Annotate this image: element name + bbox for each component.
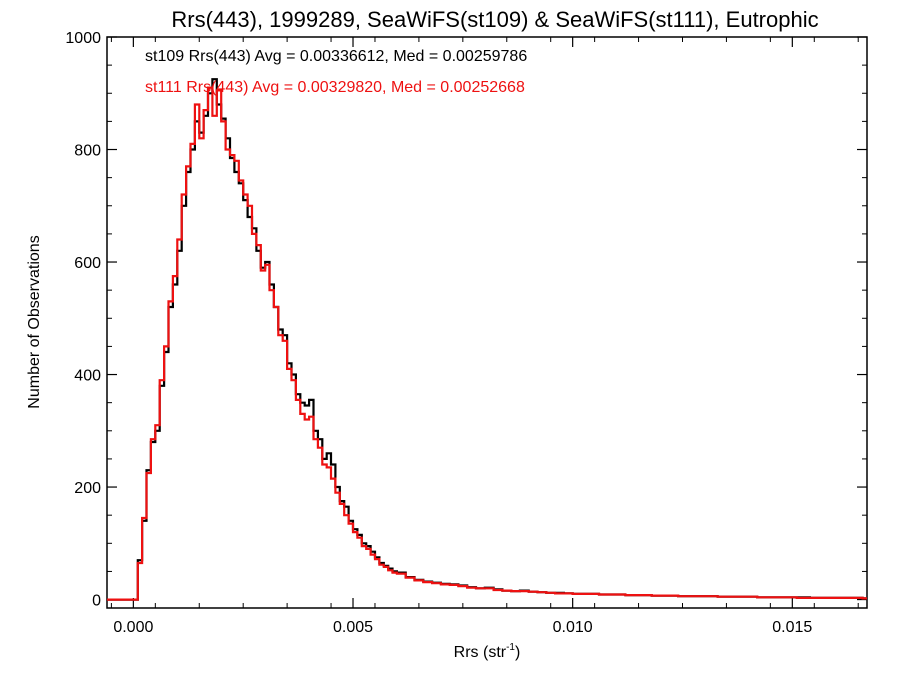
y-axis-label: Number of Observations [26,235,43,408]
legend-st111-stats: st111 Rrs(443) Avg = 0.00329820, Med = 0… [145,79,525,96]
series-line-st111 [107,86,867,601]
series-layer [107,78,867,601]
y-tick-label: 600 [74,255,101,272]
y-tick-label: 1000 [65,30,101,47]
plot-frame [106,36,868,609]
axis-ticks: 0.000 0.005 0.010 0.015 0 200 400 600 800 1000 [65,30,867,636]
y-tick-label: 200 [74,480,101,497]
legend-st109-stats: st109 Rrs(443) Avg = 0.00336612, Med = 0… [145,48,527,65]
y-tick-label: 800 [74,143,101,160]
x-axis-label: Rrs (str-1) [454,642,521,661]
x-axis-label-superscript: -1 [506,642,515,653]
x-tick-label: 0.000 [113,619,153,636]
series-line-st109 [107,78,867,601]
chart-title: Rrs(443), 1999289, SeaWiFS(st109) & SeaW… [171,7,818,32]
x-tick-label: 0.015 [772,619,812,636]
x-tick-label: 0.005 [333,619,373,636]
y-tick-label: 400 [74,368,101,385]
y-tick-label: 0 [92,593,101,610]
x-tick-label: 0.010 [553,619,593,636]
